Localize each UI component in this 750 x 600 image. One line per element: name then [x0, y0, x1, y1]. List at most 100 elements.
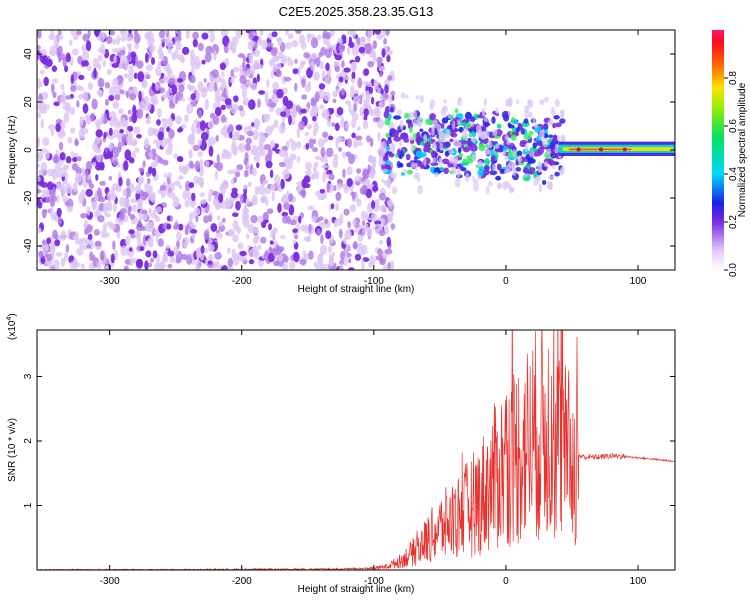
spectrogram-cell [512, 167, 517, 177]
spectrogram-cell [76, 85, 83, 90]
spectrogram-cell [57, 53, 62, 63]
snr-y-multiplier-base: (x10 [7, 320, 18, 340]
spectrogram-cell [294, 82, 298, 92]
spectrogram-cell [323, 137, 329, 143]
spectrogram-cell [197, 139, 202, 146]
spectrogram-cell [119, 196, 126, 208]
spectrogram-cell [118, 176, 123, 187]
spectrogram-cell [439, 142, 444, 151]
spectrogram-cell [167, 250, 175, 257]
spectrogram-cell [53, 234, 59, 240]
spectrogram-cell [237, 242, 244, 250]
spectrogram-cell [291, 40, 299, 48]
spectrogram-cell [285, 100, 294, 110]
y-tick-label: -20 [23, 190, 34, 205]
spectrogram-cell [319, 263, 325, 270]
spectrogram-cell [166, 223, 172, 230]
spectrogram-cell [148, 262, 152, 268]
spectrogram-cell [64, 183, 73, 194]
spectrogram-cell [70, 30, 76, 36]
spectrogram-cell [242, 97, 250, 107]
spectrogram-cell [37, 176, 41, 182]
spectrogram-cell [56, 194, 60, 204]
spectrogram-cell [376, 34, 384, 40]
spectrogram-cell [348, 102, 352, 113]
spectrogram-cell [517, 155, 522, 163]
spectrogram-cell [167, 171, 172, 179]
spectrogram-cell [368, 108, 376, 116]
spectrogram-cell [241, 61, 246, 68]
spectrogram-cell [515, 127, 521, 133]
spectrogram-cell [372, 185, 379, 192]
spectrogram-cell [195, 214, 199, 223]
spectrogram-cell [543, 133, 549, 139]
y-tick-label: 0 [23, 147, 34, 153]
spectrogram-cell [543, 96, 550, 103]
spectrogram-cell [470, 121, 475, 127]
spectrogram-cell [222, 35, 230, 47]
x-tick-label: -200 [232, 276, 252, 287]
spectrogram-cell [362, 220, 366, 227]
spectrogram-cell [559, 167, 564, 176]
spectrogram-cell [319, 244, 328, 255]
spectrogram-cell [223, 87, 227, 99]
spectrogram-cell [381, 48, 386, 58]
spectrogram-cell [137, 71, 145, 83]
spectrogram-cell [306, 235, 312, 243]
spectrogram-cell [142, 160, 146, 168]
spectrogram-cell [39, 69, 45, 75]
spectrogram-cell [220, 114, 227, 123]
spectrogram-cell [149, 257, 155, 263]
spectrogram-cell [432, 141, 437, 150]
spectrogram-cell [296, 127, 301, 139]
spectrogram-cell [242, 55, 246, 63]
spectrogram-cell [197, 151, 204, 157]
spectrogram-cell [54, 239, 61, 247]
spectrogram-cell [393, 172, 397, 179]
spectrogram-cell [69, 107, 76, 116]
spectrogram-cell [267, 252, 275, 263]
spectrogram-cell [162, 251, 167, 263]
spectrogram-cell [112, 240, 116, 251]
spectrogram-cell [239, 255, 247, 262]
spectrogram-cell [325, 62, 330, 71]
spectrogram-cell [176, 231, 182, 241]
spectrogram-cell [278, 149, 287, 158]
colorbar: 0.0 0.2 0.4 0.6 0.8 Normalized spectral ampl… [712, 30, 748, 277]
spectrogram-cell [232, 66, 240, 73]
spectrogram-cell [197, 108, 203, 119]
spectrogram-cell [50, 83, 55, 94]
spectrogram-cell [266, 79, 270, 88]
spectrogram-cell [48, 34, 56, 40]
spectrogram-cell [142, 234, 147, 246]
spectrogram-cell [38, 250, 44, 258]
spectrogram-cell [81, 166, 86, 176]
spectrogram-cell [124, 149, 132, 161]
spectrogram-cell [303, 52, 310, 59]
spectrogram-cell [371, 96, 375, 105]
spectrogram-cell [317, 34, 322, 41]
spectrogram-cell [553, 115, 560, 120]
spectrogram-cell [95, 174, 99, 181]
spectrogram-cell [552, 122, 557, 129]
spectrogram-cell [362, 119, 369, 130]
spectrogram-cell [173, 246, 179, 256]
spectrogram-cell [54, 36, 59, 48]
spectrogram-cell [245, 30, 251, 34]
spectrogram-cell [389, 260, 395, 270]
spectrogram-cell [328, 245, 332, 254]
spectrogram-cell [302, 250, 306, 258]
spectrogram-cell [103, 132, 107, 140]
spectrogram-cell [367, 164, 372, 173]
spectrogram-cell [383, 146, 387, 154]
spectrogram-cell [310, 37, 319, 49]
spectrogram-cell [155, 83, 159, 91]
spectrogram-cell [94, 210, 99, 218]
spectrogram-cell [538, 130, 545, 140]
spectrogram-cell [269, 240, 274, 245]
spectrogram-cell [434, 171, 439, 178]
spectrogram-cell [440, 123, 445, 129]
spectrogram-cell [542, 180, 547, 185]
spectrogram-cell [246, 233, 250, 240]
